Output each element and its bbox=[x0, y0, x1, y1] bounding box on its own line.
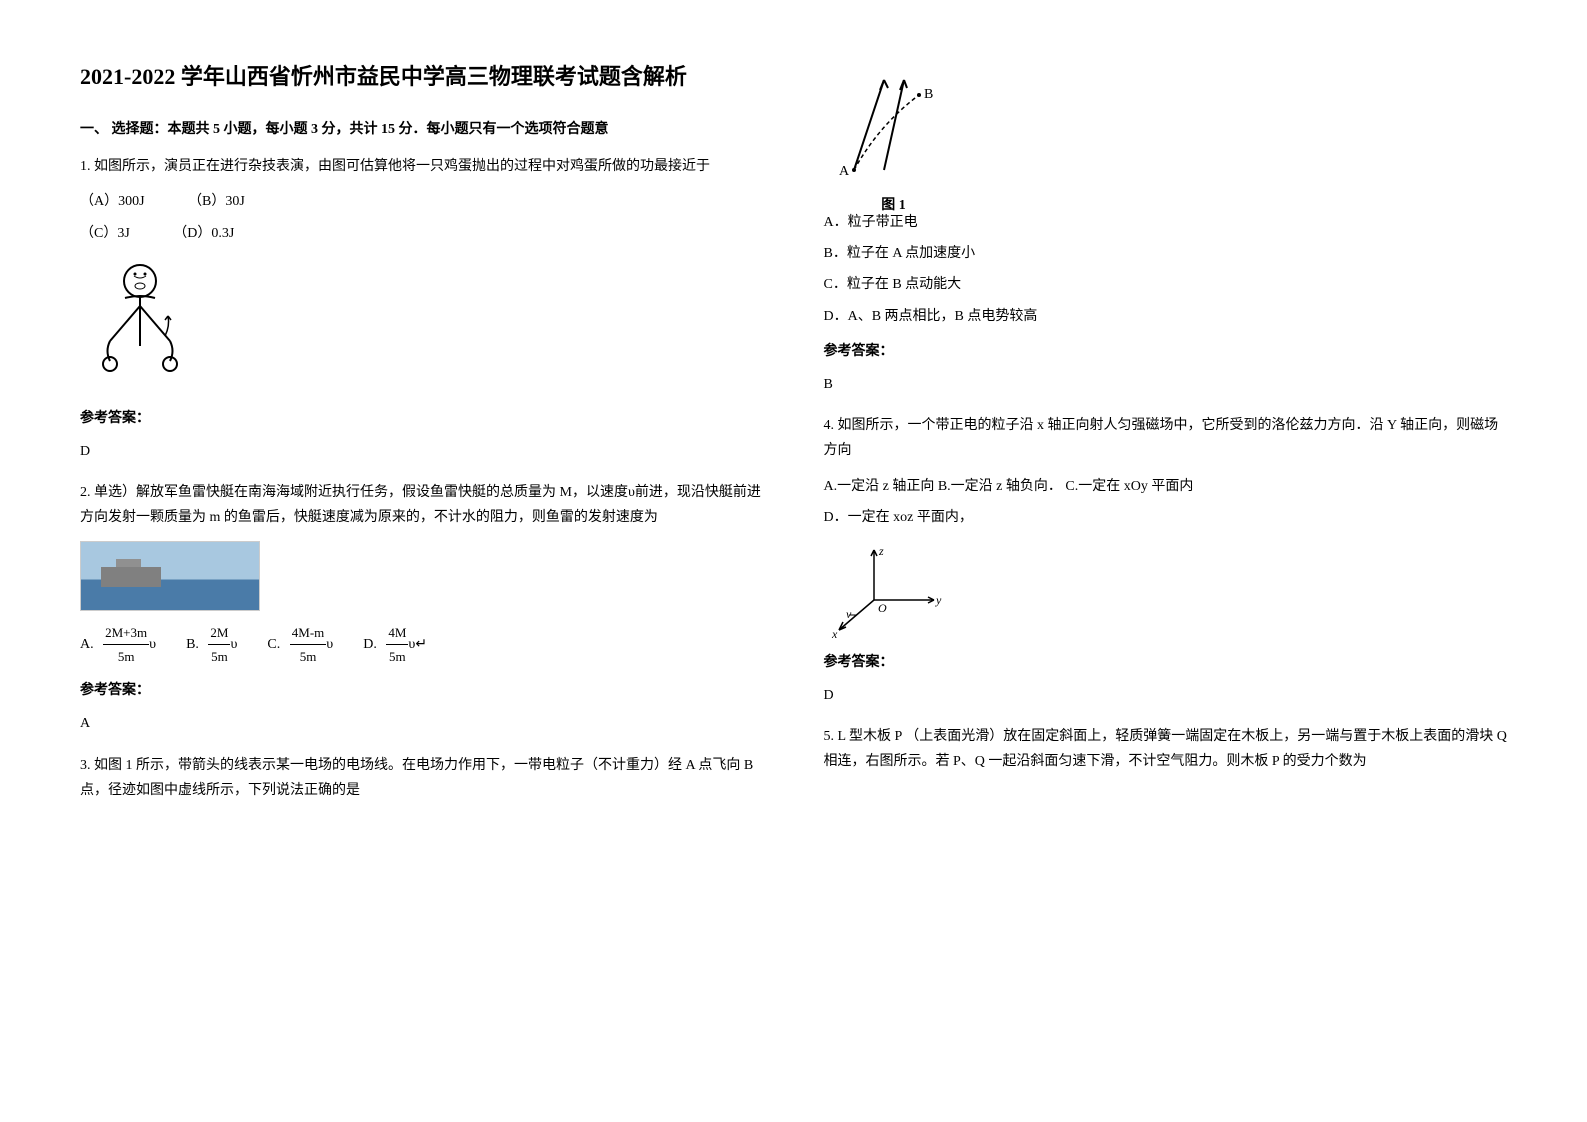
fieldline-figure: A B 图 1 bbox=[824, 70, 964, 200]
q4-answer-label: 参考答案： bbox=[824, 650, 1508, 675]
q4-options: A.一定沿 z 轴正向 B.一定沿 z 轴负向． C.一定在 xOy 平面内 D… bbox=[824, 474, 1508, 530]
q4-option-d: D．一定在 xoz 平面内， bbox=[824, 505, 1508, 530]
q2-optb-den: 5m bbox=[208, 645, 230, 668]
q2-answer-label: 参考答案： bbox=[80, 678, 764, 703]
q2-text: 2. 单选）解放军鱼雷快艇在南海海域附近执行任务，假设鱼雷快艇的总质量为 M，以… bbox=[80, 480, 764, 530]
q3-option-d: D．A、B 两点相比，B 点电势较高 bbox=[824, 304, 1508, 329]
performer-figure bbox=[80, 256, 200, 396]
ship-figure bbox=[80, 541, 260, 611]
q2-optc-suffix: υ bbox=[326, 637, 333, 652]
q1-option-c: （C）3J bbox=[80, 221, 130, 246]
question-5: 5. L 型木板 P （上表面光滑）放在固定斜面上，轻质弹簧一端固定在木板上，另… bbox=[824, 724, 1508, 774]
q1-answer-label: 参考答案： bbox=[80, 406, 764, 431]
z-axis-label: z bbox=[878, 544, 884, 558]
point-b-label: B bbox=[924, 87, 933, 102]
q2-optc-label: C. bbox=[267, 637, 280, 652]
q2-opta-fraction: 2M+3m 5m bbox=[103, 621, 149, 669]
q1-option-b: （B）30J bbox=[188, 189, 245, 214]
q4-option-a: A.一定沿 z 轴正向 bbox=[824, 479, 935, 494]
q1-text: 1. 如图所示，演员正在进行杂技表演，由图可估算他将一只鸡蛋抛出的过程中对鸡蛋所… bbox=[80, 154, 764, 179]
q2-optd-fraction: 4M 5m bbox=[386, 621, 408, 669]
q2-optb-suffix: υ bbox=[230, 637, 237, 652]
q3-option-b: B．粒子在 A 点加速度小 bbox=[824, 241, 1508, 266]
q4-row-1: A.一定沿 z 轴正向 B.一定沿 z 轴负向． C.一定在 xOy 平面内 bbox=[824, 474, 1508, 499]
velocity-label: v bbox=[846, 607, 852, 621]
y-axis-label: y bbox=[935, 593, 942, 607]
q3-answer-label: 参考答案： bbox=[824, 339, 1508, 364]
exam-title: 2021-2022 学年山西省忻州市益民中学高三物理联考试题含解析 bbox=[80, 60, 764, 93]
q2-option-b: B. 2M 5m υ bbox=[186, 621, 237, 669]
ship-icon bbox=[101, 567, 161, 587]
axis-figure: z y x O v bbox=[824, 540, 954, 640]
q1-answer: D bbox=[80, 439, 764, 464]
q2-opta-label: A. bbox=[80, 637, 94, 652]
q2-optc-num: 4M-m bbox=[290, 621, 327, 645]
question-2: 2. 单选）解放军鱼雷快艇在南海海域附近执行任务，假设鱼雷快艇的总质量为 M，以… bbox=[80, 480, 764, 737]
q4-option-b: B.一定沿 z 轴负向． bbox=[938, 479, 1062, 494]
right-column: A B 图 1 A．粒子带正电 B．粒子在 A 点加速度小 C．粒子在 B 点动… bbox=[824, 60, 1508, 819]
q2-opta-den: 5m bbox=[103, 645, 149, 668]
section-1-header: 一、 选择题：本题共 5 小题，每小题 3 分，共计 15 分．每小题只有一个选… bbox=[80, 117, 764, 142]
q3-answer: B bbox=[824, 372, 1508, 397]
q1-row-2: （C）3J （D）0.3J bbox=[80, 221, 764, 246]
left-column: 2021-2022 学年山西省忻州市益民中学高三物理联考试题含解析 一、 选择题… bbox=[80, 60, 764, 819]
question-4: 4. 如图所示，一个带正电的粒子沿 x 轴正向射人匀强磁场中，它所受到的洛伦兹力… bbox=[824, 413, 1508, 708]
q2-optd-num: 4M bbox=[386, 621, 408, 645]
q2-optd-suffix: υ↵ bbox=[408, 637, 427, 652]
q3-text: 3. 如图 1 所示，带箭头的线表示某一电场的电场线。在电场力作用下，一带电粒子… bbox=[80, 753, 764, 803]
q2-optc-den: 5m bbox=[290, 645, 327, 668]
q2-opta-suffix: υ bbox=[149, 637, 156, 652]
point-a-label: A bbox=[839, 164, 850, 179]
q2-option-d: D. 4M 5m υ↵ bbox=[363, 621, 427, 669]
q3-option-c: C．粒子在 B 点动能大 bbox=[824, 272, 1508, 297]
question-3: 3. 如图 1 所示，带箭头的线表示某一电场的电场线。在电场力作用下，一带电粒子… bbox=[80, 753, 764, 803]
q2-answer: A bbox=[80, 711, 764, 736]
q2-optb-fraction: 2M 5m bbox=[208, 621, 230, 669]
q3-options: A．粒子带正电 B．粒子在 A 点加速度小 C．粒子在 B 点动能大 D．A、B… bbox=[824, 210, 1508, 329]
q4-option-c: C.一定在 xOy 平面内 bbox=[1065, 479, 1193, 494]
q2-optc-fraction: 4M-m 5m bbox=[290, 621, 327, 669]
q2-optb-label: B. bbox=[186, 637, 199, 652]
x-axis-label: x bbox=[831, 627, 838, 640]
q2-option-a: A. 2M+3m 5m υ bbox=[80, 621, 156, 669]
q2-option-c: C. 4M-m 5m υ bbox=[267, 621, 333, 669]
q5-text: 5. L 型木板 P （上表面光滑）放在固定斜面上，轻质弹簧一端固定在木板上，另… bbox=[824, 724, 1508, 774]
q1-option-d: （D）0.3J bbox=[173, 221, 234, 246]
q4-answer: D bbox=[824, 683, 1508, 708]
q1-row-1: （A）300J （B）30J bbox=[80, 189, 764, 214]
q1-options: （A）300J （B）30J （C）3J （D）0.3J bbox=[80, 189, 764, 245]
q2-opta-num: 2M+3m bbox=[103, 621, 149, 645]
origin-label: O bbox=[878, 601, 887, 615]
figure-1-label: 图 1 bbox=[824, 193, 964, 218]
q2-optd-den: 5m bbox=[386, 645, 408, 668]
q2-optb-num: 2M bbox=[208, 621, 230, 645]
q2-options: A. 2M+3m 5m υ B. 2M 5m υ C. 4M- bbox=[80, 621, 764, 669]
page-container: 2021-2022 学年山西省忻州市益民中学高三物理联考试题含解析 一、 选择题… bbox=[80, 60, 1507, 819]
q4-text: 4. 如图所示，一个带正电的粒子沿 x 轴正向射人匀强磁场中，它所受到的洛伦兹力… bbox=[824, 413, 1508, 463]
q2-optd-label: D. bbox=[363, 637, 377, 652]
q1-option-a: （A）300J bbox=[80, 189, 145, 214]
question-1: 1. 如图所示，演员正在进行杂技表演，由图可估算他将一只鸡蛋抛出的过程中对鸡蛋所… bbox=[80, 154, 764, 464]
